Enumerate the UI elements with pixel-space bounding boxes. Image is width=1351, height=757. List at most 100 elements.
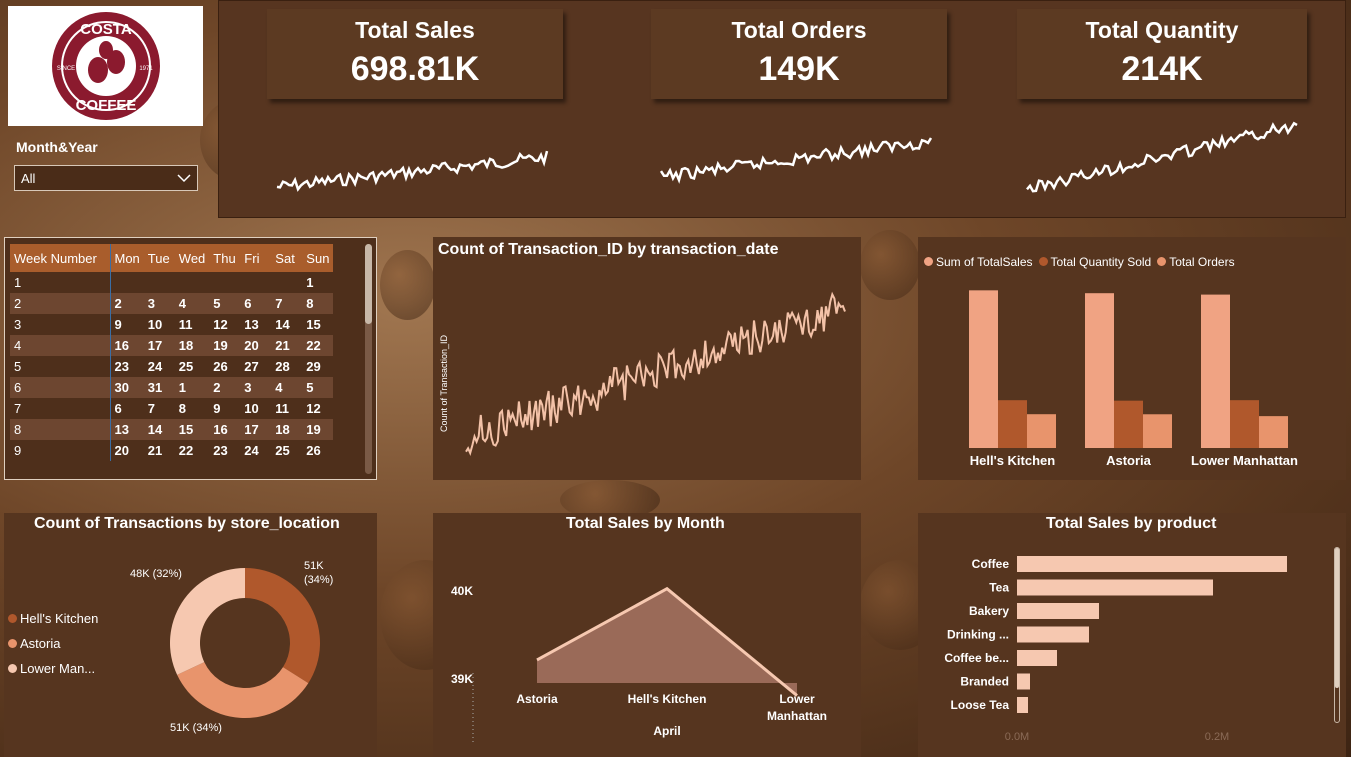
day-cell[interactable]: 15 <box>306 317 321 332</box>
day-cell[interactable]: 19 <box>209 335 241 356</box>
day-cell[interactable]: 31 <box>143 377 175 398</box>
day-cell[interactable]: 13 <box>109 419 144 440</box>
calendar-header[interactable]: Fri <box>240 244 272 272</box>
day-cell[interactable]: 28 <box>275 359 290 374</box>
calendar-header[interactable]: Sun <box>302 244 334 272</box>
day-cell[interactable]: 16 <box>109 335 144 356</box>
calendar-scrollbar[interactable] <box>365 244 372 474</box>
calendar-header[interactable]: Sat <box>271 244 303 272</box>
bar[interactable] <box>998 400 1027 448</box>
day-cell[interactable] <box>175 272 210 293</box>
day-cell[interactable]: 6 <box>240 293 272 314</box>
day-cell[interactable]: 6 <box>109 398 144 419</box>
day-cell[interactable]: 25 <box>178 359 194 374</box>
day-cell[interactable]: 29 <box>306 359 321 374</box>
product-scrollbar[interactable] <box>1334 547 1340 723</box>
donut-slice[interactable] <box>170 568 245 675</box>
month-year-dropdown[interactable]: All <box>14 165 198 191</box>
day-cell[interactable]: 8 <box>302 293 334 314</box>
product-bar[interactable] <box>1017 626 1089 643</box>
day-cell[interactable]: 20 <box>109 440 144 461</box>
day-cell[interactable]: 14 <box>275 317 290 332</box>
product-bar[interactable] <box>1017 579 1213 596</box>
bar[interactable] <box>1259 416 1288 448</box>
day-cell[interactable]: 12 <box>213 317 228 332</box>
day-cell[interactable]: 5 <box>209 293 241 314</box>
day-cell[interactable]: 11 <box>275 401 290 416</box>
bar[interactable] <box>1230 400 1259 448</box>
day-cell[interactable]: 3 <box>143 293 175 314</box>
area-line[interactable] <box>536 586 798 697</box>
bar[interactable] <box>1143 414 1172 448</box>
day-cell[interactable]: 13 <box>244 317 259 332</box>
product-bar[interactable] <box>1017 556 1287 572</box>
day-cell[interactable]: 22 <box>302 335 334 356</box>
day-cell[interactable]: 7 <box>271 293 303 314</box>
week-number-cell[interactable]: 6 <box>10 377 110 398</box>
day-cell[interactable]: 23 <box>213 443 228 458</box>
day-cell[interactable]: 21 <box>147 443 163 458</box>
day-cell[interactable]: 1 <box>306 275 314 290</box>
bar[interactable] <box>1114 400 1143 448</box>
day-cell[interactable] <box>271 272 302 293</box>
day-cell[interactable]: 20 <box>240 335 272 356</box>
day-cell[interactable]: 25 <box>275 443 290 458</box>
week-number-cell[interactable]: 4 <box>10 335 110 356</box>
day-cell[interactable]: 3 <box>240 377 272 398</box>
day-cell[interactable]: 8 <box>178 401 187 416</box>
product-bar[interactable] <box>1017 603 1099 619</box>
donut-slice[interactable] <box>245 568 320 684</box>
week-number-cell[interactable]: 3 <box>14 317 22 332</box>
week-number-cell[interactable]: 7 <box>14 401 22 416</box>
product-bar[interactable] <box>1017 697 1028 713</box>
day-cell[interactable]: 4 <box>174 293 210 314</box>
day-cell[interactable]: 2 <box>209 377 241 398</box>
day-cell[interactable]: 26 <box>306 443 321 458</box>
day-cell[interactable]: 26 <box>213 359 228 374</box>
legend-item[interactable]: Sum of TotalSales <box>924 255 1033 269</box>
week-number-cell[interactable]: 9 <box>14 443 22 458</box>
day-cell[interactable] <box>109 272 144 293</box>
day-cell[interactable]: 17 <box>240 419 272 440</box>
legend-item[interactable]: Astoria <box>8 636 98 651</box>
legend-item[interactable]: Total Quantity Sold <box>1038 255 1151 269</box>
week-number-cell[interactable]: 5 <box>14 359 22 374</box>
bar[interactable] <box>1201 294 1230 448</box>
week-number-cell[interactable]: 1 <box>14 275 22 290</box>
day-cell[interactable]: 18 <box>271 419 303 440</box>
day-cell[interactable]: 27 <box>244 359 259 374</box>
legend-item[interactable]: Lower Man... <box>8 661 98 676</box>
day-cell[interactable]: 9 <box>109 314 144 335</box>
bar[interactable] <box>969 290 998 448</box>
day-cell[interactable]: 17 <box>143 335 175 356</box>
day-cell[interactable]: 11 <box>178 317 193 332</box>
day-cell[interactable]: 19 <box>302 419 334 440</box>
day-cell[interactable]: 12 <box>306 401 321 416</box>
donut-slice[interactable] <box>177 662 309 718</box>
day-cell[interactable] <box>144 272 175 293</box>
day-cell[interactable]: 24 <box>244 443 259 458</box>
legend-item[interactable]: Hell's Kitchen <box>8 611 98 626</box>
day-cell[interactable]: 21 <box>271 335 303 356</box>
calendar-header[interactable]: Thu <box>209 244 241 272</box>
day-cell[interactable]: 5 <box>302 377 334 398</box>
day-cell[interactable]: 10 <box>147 317 163 332</box>
day-cell[interactable]: 15 <box>174 419 210 440</box>
week-number-cell[interactable]: 2 <box>10 293 110 314</box>
calendar-header[interactable]: Wed <box>174 244 210 272</box>
day-cell[interactable]: 14 <box>143 419 175 440</box>
day-cell[interactable] <box>240 272 271 293</box>
product-bar[interactable] <box>1017 673 1030 690</box>
calendar-header[interactable]: Tue <box>143 244 175 272</box>
day-cell[interactable] <box>209 272 240 293</box>
day-cell[interactable]: 18 <box>174 335 210 356</box>
calendar-header[interactable]: Week Number <box>10 244 110 272</box>
day-cell[interactable]: 30 <box>109 377 144 398</box>
day-cell[interactable]: 1 <box>174 377 210 398</box>
day-cell[interactable]: 24 <box>147 359 163 374</box>
product-bar[interactable] <box>1017 650 1057 666</box>
day-cell[interactable]: 10 <box>244 401 259 416</box>
day-cell[interactable]: 7 <box>147 401 156 416</box>
bar[interactable] <box>1027 414 1056 448</box>
legend-item[interactable]: Total Orders <box>1157 255 1235 269</box>
